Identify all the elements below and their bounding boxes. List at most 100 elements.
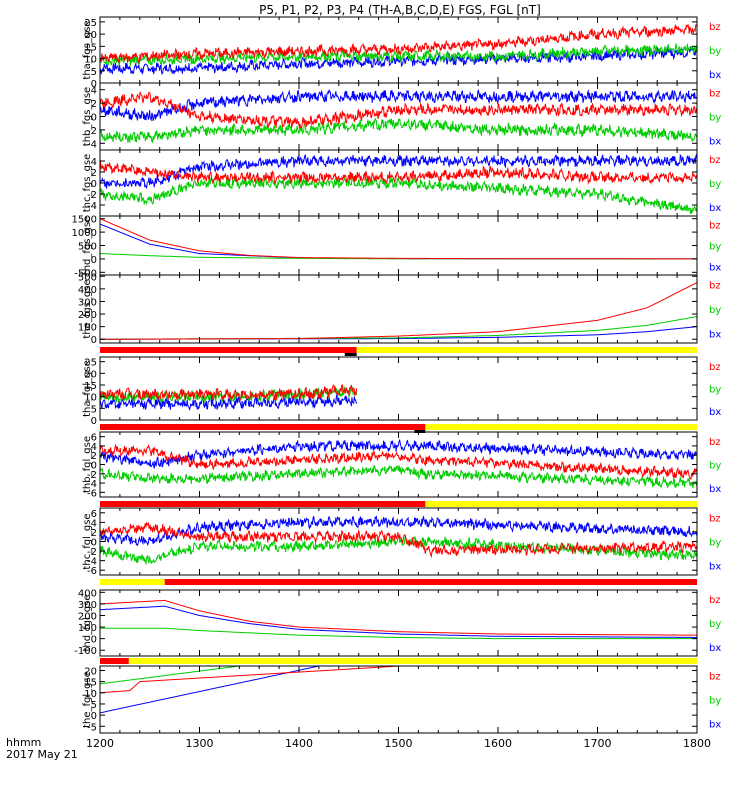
- y-tick-label: 2: [91, 451, 97, 462]
- thc_fgs_gse-series-bz: [100, 160, 697, 185]
- y-tick-label: 4: [91, 442, 97, 453]
- y-tick-label: 0: [91, 461, 97, 472]
- y-tick-label: -2: [87, 470, 97, 481]
- y-tick-label: 10: [84, 55, 97, 66]
- y-tick-label: 10: [84, 393, 97, 404]
- mode-bar-segment: [100, 579, 165, 585]
- mode-bar: [100, 658, 698, 664]
- y-tick-label: -2: [87, 547, 97, 558]
- legend-bx: bx: [709, 407, 721, 418]
- y-tick-label: 2: [91, 99, 97, 110]
- y-tick-label: -6: [87, 488, 97, 499]
- y-axis-label: thb_fgl_gse: [82, 436, 93, 493]
- thc_fgl_gse-series-bz: [100, 521, 697, 559]
- y-axis-label: tha_fgl_gse: [82, 360, 93, 417]
- thc_fgs_gse-series-bx: [100, 153, 697, 189]
- y-tick-label: 25: [84, 18, 97, 29]
- legend-by: by: [709, 696, 721, 707]
- mode-bar-segment: [100, 347, 357, 353]
- mode-bar-segment: [128, 658, 698, 664]
- y-tick-label: 25: [84, 358, 97, 369]
- legend-by: by: [709, 538, 721, 549]
- y-tick-label: 15: [84, 381, 97, 392]
- legend-bz: bz: [709, 22, 721, 33]
- thb_fgl_gse-series-by: [100, 464, 697, 489]
- y-tick-label: -4: [87, 479, 97, 490]
- y-axis-label: the_fgl_gse: [82, 671, 93, 728]
- y-tick-label: 15: [84, 678, 97, 689]
- y-tick-label: 5: [91, 67, 97, 78]
- thd_fgl_gse-series-bx: [100, 605, 697, 638]
- panel-frame: [99, 215, 698, 276]
- legend-by: by: [709, 179, 721, 190]
- thc_fgl_gse-series-bx: [100, 515, 697, 547]
- panel-frame: [99, 507, 698, 576]
- legend-bz: bz: [709, 362, 721, 373]
- thb_fgl_gse-series-bz: [100, 443, 697, 480]
- tha_fgl_gse-series-bz: [100, 384, 358, 402]
- x-tick-label: 1700: [584, 737, 612, 750]
- thd_fgl_gse-series-bz: [100, 599, 697, 636]
- time-axis-label: hhmm: [6, 736, 41, 749]
- y-tick-label: 200: [78, 611, 97, 622]
- y-axis-label: thd_fgs_gse: [82, 216, 93, 275]
- y-tick-label: 10: [84, 689, 97, 700]
- y-tick-label: 2: [91, 168, 97, 179]
- y-axis-label: thd_fgl_gse: [82, 595, 93, 652]
- panel-frame: [99, 274, 698, 344]
- y-tick-label: -4: [87, 201, 97, 212]
- y-tick-label: -100: [74, 646, 97, 657]
- y-tick-label: 0: [91, 711, 97, 722]
- y-axis-label: thc_fgl_gse: [82, 513, 93, 569]
- x-tick-label: 1500: [385, 737, 413, 750]
- legend-bx: bx: [709, 70, 721, 81]
- y-tick-label: 300: [78, 297, 97, 308]
- legend-by: by: [709, 46, 721, 57]
- y-tick-label: 100: [78, 323, 97, 334]
- mode-bar-mark: [414, 430, 426, 433]
- legend-bx: bx: [709, 263, 721, 274]
- y-tick-label: 4: [91, 86, 97, 97]
- y-tick-label: 0: [91, 79, 97, 90]
- mode-bar: [100, 501, 697, 507]
- y-tick-label: 4: [91, 518, 97, 529]
- date-label: 2017 May 21: [6, 748, 78, 761]
- y-tick-label: 20: [84, 369, 97, 380]
- y-tick-label: 200: [78, 310, 97, 321]
- the_fgs_gse-series-bz: [100, 282, 697, 340]
- legend-by: by: [709, 305, 721, 316]
- x-tick-label: 1300: [186, 737, 214, 750]
- y-tick-label: 500: [78, 242, 97, 253]
- legend-bx: bx: [709, 329, 721, 340]
- mode-bar: [100, 347, 697, 356]
- thc_fgs_gse-series-by: [100, 175, 697, 215]
- thd_fgs_gse-series-bz: [100, 218, 697, 260]
- y-tick-label: 0: [91, 113, 97, 124]
- y-tick-label: 5: [91, 404, 97, 415]
- panel-frame: [99, 589, 698, 657]
- y-tick-label: -500: [74, 268, 97, 279]
- thd_fgl_gse-series-by: [100, 627, 697, 640]
- y-tick-label: 2: [91, 528, 97, 539]
- y-tick-label: -2: [87, 190, 97, 201]
- y-tick-label: -4: [87, 139, 97, 150]
- y-tick-label: 5: [91, 700, 97, 711]
- y-tick-label: 4: [91, 157, 97, 168]
- y-tick-label: -6: [87, 566, 97, 577]
- y-tick-label: -5: [87, 722, 97, 733]
- y-tick-label: 400: [78, 588, 97, 599]
- the_fgl_gse-series-bx: [100, 666, 331, 714]
- y-tick-label: 1000: [72, 228, 97, 239]
- legend-bz: bz: [709, 88, 721, 99]
- thb_fgs_gse-series-by: [100, 117, 697, 144]
- x-tick-label: 1400: [285, 737, 313, 750]
- mode-bar-segment: [425, 424, 697, 430]
- mode-bar-segment: [164, 579, 698, 585]
